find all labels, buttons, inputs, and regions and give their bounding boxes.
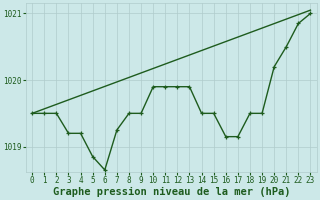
X-axis label: Graphe pression niveau de la mer (hPa): Graphe pression niveau de la mer (hPa) — [52, 186, 290, 197]
